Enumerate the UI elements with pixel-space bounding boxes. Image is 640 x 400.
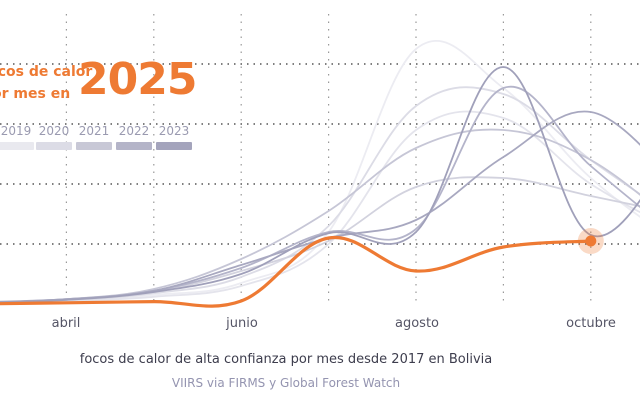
series-lines [0, 40, 640, 308]
legend-item: 2021 [76, 124, 112, 156]
x-tick-label: abril [51, 316, 81, 331]
legend-swatch [76, 142, 112, 150]
title-year: 2025 [78, 54, 197, 105]
legend-swatch [0, 142, 34, 150]
legend-swatch [116, 142, 152, 150]
x-tick-label: junio [226, 316, 258, 331]
chart-subtitle: focos de calor de alta confianza por mes… [79, 352, 493, 367]
current-point [585, 235, 597, 247]
chart-source: VIIRS via FIRMS y Global Forest Watch [171, 376, 401, 390]
legend-label: 2021 [78, 124, 110, 138]
x-tick-label: octubre [566, 316, 616, 331]
legend-label: 2019 [0, 124, 32, 138]
title-line-2: por mes en [0, 86, 71, 102]
x-tick-label: agosto [395, 316, 439, 331]
current-marker [577, 228, 604, 254]
title-line-1: focos de calor [0, 64, 93, 80]
legend-swatch [36, 142, 72, 150]
legend-swatch [156, 142, 192, 150]
legend-item: 2022 [116, 124, 152, 156]
series-line-2025 [0, 235, 593, 308]
legend-item: 2023 [156, 124, 192, 156]
legend-label: 2023 [158, 124, 190, 138]
legend-item: 2019 [0, 124, 34, 156]
series-line-2019 [0, 86, 640, 304]
legend-label: 2022 [118, 124, 150, 138]
series-line-2024 [0, 66, 640, 304]
legend-item: 2020 [36, 124, 72, 156]
legend-label: 2020 [38, 124, 70, 138]
